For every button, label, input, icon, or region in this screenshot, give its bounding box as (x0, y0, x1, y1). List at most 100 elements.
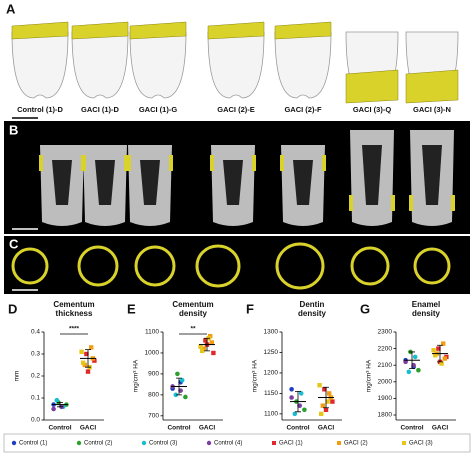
error-bar (85, 349, 91, 368)
panel-letter: E (127, 301, 136, 316)
chart-title: thickness (56, 309, 93, 318)
panel-letter: A (6, 1, 16, 16)
legend-label: GACI (3) (409, 441, 433, 447)
legend-label: GACI (1) (279, 441, 303, 447)
data-point (200, 348, 205, 354)
legend-marker (337, 441, 341, 445)
ring (77, 245, 119, 287)
data-point (203, 338, 208, 343)
cementum (405, 69, 459, 104)
data-point (325, 399, 330, 404)
data-point (51, 406, 56, 412)
cementum (252, 155, 256, 171)
ring (413, 247, 451, 285)
chart-title: density (179, 309, 208, 318)
tooth-label: GACI (3)-Q (353, 105, 391, 114)
data-point (84, 351, 89, 357)
x-tick-label: Control (167, 425, 190, 432)
panel-letter: F (246, 301, 254, 316)
chart-title: Cementum (53, 300, 94, 309)
chart-title: density (412, 309, 441, 318)
y-tick-label: 2100 (378, 362, 393, 369)
y-tick-label: 0.4 (31, 329, 40, 336)
x-tick-label: GACI (318, 425, 334, 432)
data-point (85, 369, 91, 374)
pulp (293, 160, 313, 205)
tooth-label: GACI (3)-N (413, 105, 451, 114)
panel-letter: G (360, 301, 370, 316)
pulp (52, 160, 72, 205)
y-tick-label: 1100 (264, 411, 278, 418)
legend-marker (402, 441, 406, 445)
cementum (409, 195, 413, 211)
data-point (298, 391, 304, 396)
cementum (451, 195, 455, 211)
cementum (349, 195, 353, 211)
chart-title: Cementum (172, 300, 213, 309)
y-tick-label: 2000 (378, 379, 393, 386)
y-tick-label: 800 (148, 392, 159, 399)
cementum (280, 155, 284, 171)
data-point (81, 360, 86, 365)
data-point (289, 395, 294, 400)
legend-label: GACI (2) (344, 441, 368, 447)
legend-marker (141, 440, 147, 446)
data-point (179, 377, 185, 383)
tooth-label: GACI (1)-G (139, 105, 177, 114)
x-tick-label: Control (48, 425, 71, 432)
tooth (11, 31, 69, 99)
legend-marker (76, 440, 82, 446)
panel-letter: B (9, 122, 18, 137)
y-axis-label: mg/cm³ HA (252, 359, 259, 392)
data-point (54, 397, 60, 403)
cementum (391, 195, 395, 211)
cementum (345, 69, 399, 104)
legend-label: Control (4) (214, 441, 242, 447)
data-point (441, 341, 446, 346)
data-point (322, 387, 327, 392)
tooth (274, 31, 332, 99)
y-tick-label: 0.2 (31, 373, 40, 380)
data-point (178, 388, 183, 393)
y-tick-label: 1150 (264, 390, 278, 397)
tooth (71, 31, 129, 99)
cementum (274, 21, 332, 40)
data-point (317, 383, 322, 388)
error-bar (204, 337, 210, 352)
pulp (422, 145, 442, 205)
pulp (140, 160, 160, 205)
data-point (183, 394, 188, 400)
ring (195, 244, 241, 288)
legend-marker (272, 441, 276, 445)
tooth (129, 31, 187, 99)
cementum (82, 155, 86, 171)
data-point (403, 359, 408, 365)
data-point (211, 350, 216, 356)
legend-marker (206, 440, 212, 446)
y-tick-label: 2200 (378, 345, 393, 352)
data-point (297, 403, 302, 408)
panel-letter: C (9, 236, 19, 251)
cementum (207, 21, 265, 40)
ring (350, 246, 390, 286)
y-tick-label: 900 (148, 371, 159, 378)
error-bar (409, 351, 415, 369)
data-point (289, 387, 294, 392)
data-point (302, 407, 307, 413)
cementum (322, 155, 326, 171)
pulp (223, 160, 243, 205)
ring (11, 247, 49, 285)
data-point (433, 353, 438, 358)
y-tick-label: 0.1 (31, 395, 40, 402)
x-tick-label: Control (286, 425, 309, 432)
y-tick-label: 0.0 (31, 417, 40, 424)
data-point (431, 348, 436, 353)
tooth (207, 31, 265, 99)
y-tick-label: 1800 (378, 412, 393, 419)
y-tick-label: 1000 (145, 350, 160, 357)
data-point (89, 345, 94, 350)
data-point (327, 391, 332, 396)
significance: **** (69, 326, 80, 333)
panel-c-bg (4, 236, 470, 294)
